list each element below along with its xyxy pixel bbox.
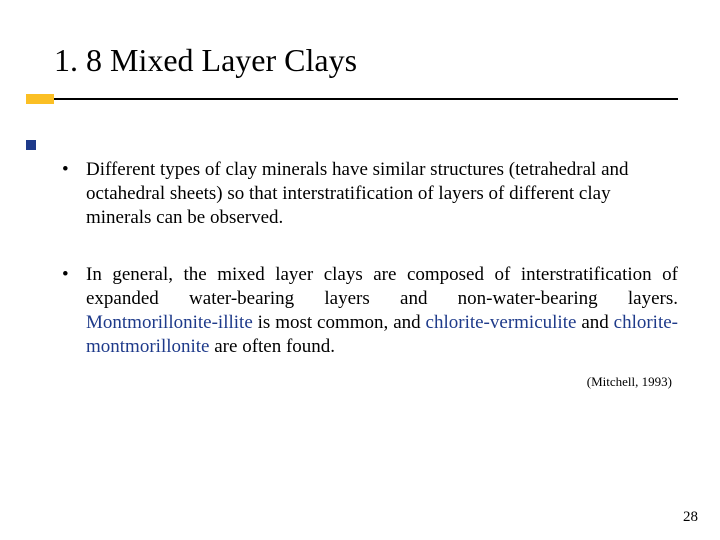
bullet-text: Different types of clay minerals have si… — [86, 158, 678, 229]
emphasis-term: Montmorillonite-illite — [86, 312, 253, 333]
bullet-item: • Different types of clay minerals have … — [60, 158, 678, 229]
title-underline — [54, 98, 678, 100]
body-area: • Different types of clay minerals have … — [60, 158, 678, 390]
bullet-item: • In general, the mixed layer clays are … — [60, 263, 678, 358]
emphasis-term: chlorite-vermiculite — [426, 312, 577, 333]
title-underline-group — [0, 94, 720, 108]
slide: 1. 8 Mixed Layer Clays • Different types… — [0, 0, 720, 540]
bullet-mid: is most common, and — [253, 312, 426, 333]
bullet-suffix: are often found. — [210, 336, 336, 357]
bullet-text: In general, the mixed layer clays are co… — [86, 263, 678, 358]
bullet-marker: • — [60, 158, 86, 229]
accent-gold-bar — [26, 94, 54, 104]
citation: (Mitchell, 1993) — [60, 374, 678, 390]
page-number: 28 — [683, 509, 698, 526]
bullet-marker: • — [60, 263, 86, 358]
bullet-prefix: In general, the mixed layer clays are co… — [86, 264, 678, 309]
slide-title: 1. 8 Mixed Layer Clays — [54, 42, 680, 79]
accent-navy-square — [26, 140, 36, 150]
bullet-mid: and — [576, 312, 613, 333]
